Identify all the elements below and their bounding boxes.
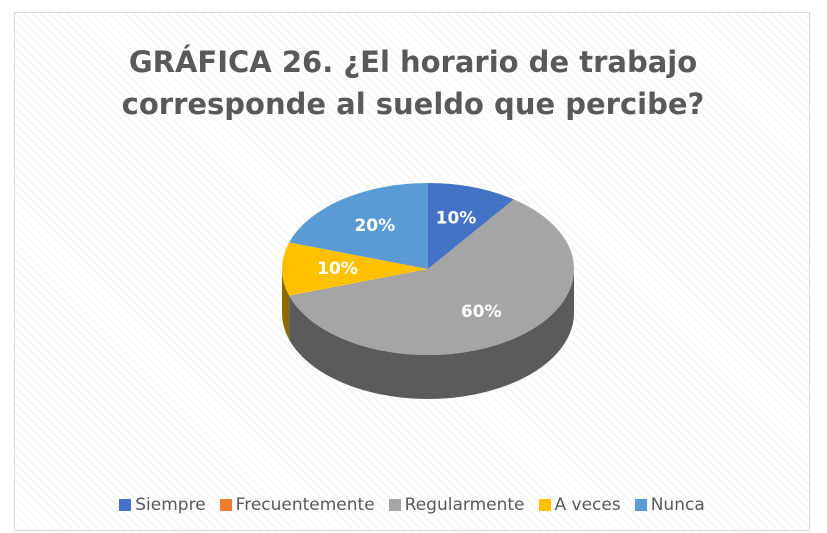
legend-swatch (119, 499, 132, 511)
pie-sides (282, 269, 574, 399)
data-label: 10% (436, 208, 477, 228)
data-label: 0% (512, 179, 541, 199)
pie-side (282, 269, 290, 340)
pie-slice (428, 183, 514, 269)
pie-slice (289, 183, 428, 269)
pie-area: 10% 0% 60% 10% 20% (282, 179, 575, 399)
legend-item: A veces (538, 495, 621, 515)
legend: Siempre Frecuentemente Regularmente A veces… (15, 495, 809, 515)
legend-label: Frecuentemente (235, 495, 375, 515)
legend-label: Nunca (650, 495, 705, 515)
pie-side (289, 269, 574, 399)
legend-swatch (634, 499, 647, 511)
legend-swatch (219, 499, 232, 511)
data-label: 10% (317, 259, 358, 279)
data-label: 60% (461, 302, 502, 322)
legend-item: Nunca (634, 495, 705, 515)
legend-swatch (538, 499, 551, 511)
legend-label: Regularmente (404, 495, 525, 515)
legend-label: Siempre (135, 495, 206, 515)
legend-item: Siempre (119, 495, 206, 515)
pie-slice (289, 199, 575, 355)
data-label: 20% (354, 216, 395, 236)
legend-item: Regularmente (388, 495, 525, 515)
legend-item: Frecuentemente (219, 495, 375, 515)
pie-slice (282, 242, 428, 296)
chart-title: GRÁFICA 26. ¿El horario de trabajo corre… (121, 45, 705, 121)
legend-swatch (388, 499, 401, 511)
chart: GRÁFICA 26. ¿El horario de trabajo corre… (14, 12, 810, 531)
legend-label: A veces (554, 495, 621, 515)
